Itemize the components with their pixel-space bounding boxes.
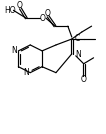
Text: O: O — [44, 9, 50, 18]
Text: N: N — [12, 46, 17, 55]
Text: N: N — [24, 68, 29, 77]
Text: O: O — [16, 1, 22, 10]
Text: O: O — [81, 75, 87, 84]
Text: O: O — [39, 14, 45, 23]
Text: N: N — [75, 50, 81, 59]
Text: C: C — [75, 34, 80, 42]
Text: HO: HO — [5, 6, 16, 15]
